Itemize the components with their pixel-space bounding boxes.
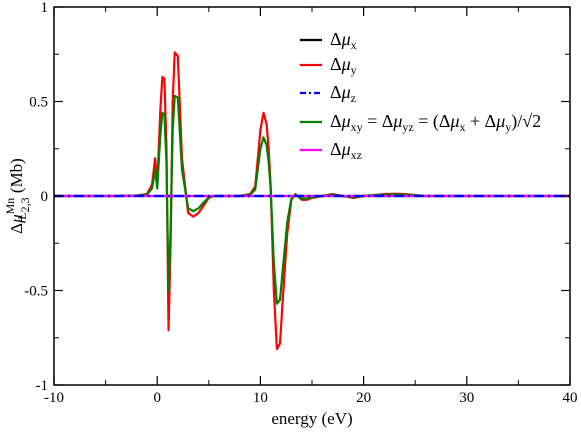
y-tick-label: -1 xyxy=(36,378,49,394)
legend-label-3: Δμxy = Δμyz = (Δμx + Δμy)/√2 xyxy=(330,111,541,134)
x-axis-label: energy (eV) xyxy=(271,409,352,428)
y-tick-label: -0.5 xyxy=(24,284,48,300)
x-tick-label: -10 xyxy=(44,390,64,406)
axis-ticks: -10 0 10 20 30 40 -1 -0.5 0 0.5 1 xyxy=(24,0,577,406)
x-tick-label: 40 xyxy=(563,390,578,406)
series-line-1 xyxy=(54,51,570,351)
x-tick-label: 10 xyxy=(253,390,268,406)
x-tick-label: 30 xyxy=(459,390,474,406)
x-tick-label: 20 xyxy=(356,390,371,406)
x-tick-label: 0 xyxy=(153,390,161,406)
plot-lines xyxy=(54,51,570,351)
svg-text:ΔμMnL2,3 (Mb): ΔμMnL2,3 (Mb) xyxy=(3,158,32,234)
legend-label-1: Δμy xyxy=(330,54,357,77)
legend-label-4: Δμxz xyxy=(330,139,362,162)
y-tick-label: 0.5 xyxy=(29,95,48,111)
legend-label-0: Δμx xyxy=(330,29,357,52)
y-axis-label: ΔμMnL2,3 (Mb) xyxy=(3,158,32,234)
legend-label-2: Δμz xyxy=(330,82,356,105)
y-tick-label: 1 xyxy=(41,0,49,16)
y-tick-label: 0 xyxy=(41,189,49,205)
